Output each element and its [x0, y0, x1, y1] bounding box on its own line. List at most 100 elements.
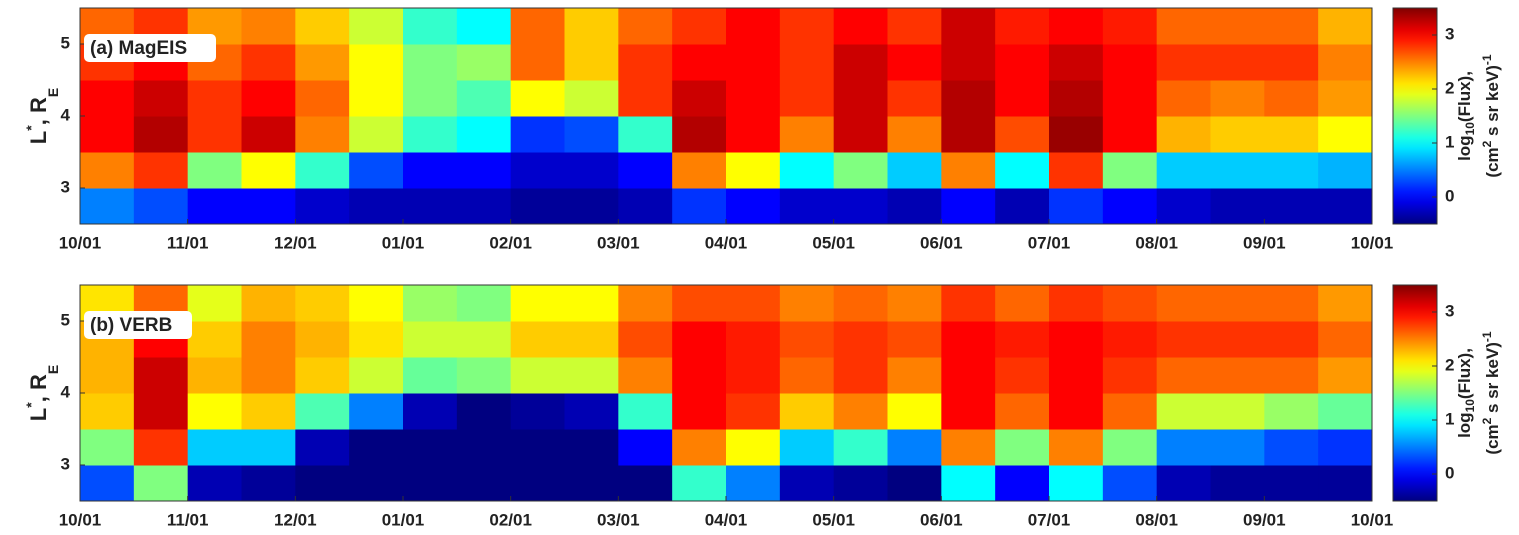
heat-cell	[1264, 116, 1319, 153]
y-axis-label-part: L	[26, 408, 51, 421]
x-tick-label: 02/01	[489, 510, 532, 529]
heat-cell	[564, 429, 619, 466]
heat-cell	[941, 188, 996, 225]
heat-cell	[1102, 285, 1158, 322]
heat-cell	[887, 152, 942, 189]
heat-cell	[80, 152, 135, 189]
heat-cell	[779, 321, 835, 358]
heat-cell	[456, 357, 512, 394]
heat-cell	[510, 80, 565, 117]
heat-cell	[672, 429, 727, 466]
heat-cell	[187, 465, 242, 502]
heat-cell	[779, 80, 835, 117]
heat-cell	[887, 357, 942, 394]
heat-cell	[241, 393, 296, 430]
heat-cell	[618, 321, 673, 358]
x-tick-label: 03/01	[597, 233, 640, 252]
heat-cell	[510, 321, 565, 358]
heat-cell	[80, 116, 135, 153]
heat-cell	[726, 152, 781, 189]
heat-cell	[403, 393, 458, 430]
heat-cell	[295, 116, 350, 153]
y-axis-label: L*, RE	[23, 88, 61, 144]
heat-cell	[295, 80, 350, 117]
heat-cell	[1210, 393, 1265, 430]
heat-cell	[1264, 152, 1319, 189]
x-tick-label: 07/01	[1028, 510, 1071, 529]
heat-cell	[349, 429, 404, 466]
heat-cell	[241, 152, 296, 189]
heat-cell	[1210, 8, 1265, 45]
heat-cell	[349, 393, 404, 430]
heat-cell	[672, 188, 727, 225]
colorbar-label: log10(Flux),	[1455, 71, 1477, 161]
heat-cell	[1156, 80, 1211, 117]
heat-cell	[887, 8, 942, 45]
x-tick-label: 09/01	[1243, 233, 1286, 252]
colorbar-label-part: -1	[1480, 54, 1494, 65]
heat-cell	[995, 357, 1050, 394]
heat-cell	[1049, 357, 1104, 394]
heat-cell	[1049, 80, 1104, 117]
heat-cell	[1049, 152, 1104, 189]
heat-cell	[1264, 357, 1319, 394]
heat-cell	[133, 80, 189, 117]
heat-cell	[403, 8, 458, 45]
heat-cell	[779, 8, 835, 45]
heat-cell	[833, 8, 888, 45]
heat-cell	[349, 80, 404, 117]
heat-cell	[1264, 465, 1319, 502]
heat-cell	[456, 285, 512, 322]
heat-cell	[1049, 8, 1104, 45]
colorbar-label: (cm2 s sr keV)-1	[1480, 54, 1502, 178]
heat-cell	[349, 152, 404, 189]
x-tick-label: 01/01	[382, 510, 425, 529]
heat-cell	[1210, 152, 1265, 189]
y-axis-label-part: , R	[26, 374, 51, 402]
heat-cell	[1210, 285, 1265, 322]
colorbar	[1392, 7, 1438, 225]
heat-cell	[403, 44, 458, 81]
heat-cell	[1049, 393, 1104, 430]
colorbar-label-part: 10	[1463, 399, 1477, 413]
colorbar-label-part: -1	[1480, 331, 1494, 342]
heat-cell	[726, 8, 781, 45]
colorbar-label-part: 2	[1480, 417, 1494, 424]
heat-cell	[887, 393, 942, 430]
heat-cell	[80, 357, 135, 394]
heat-cell	[1049, 285, 1104, 322]
y-axis-label-part: *	[23, 125, 39, 131]
heat-cell	[779, 188, 835, 225]
heat-cell	[349, 465, 404, 502]
x-tick-label: 11/01	[167, 510, 209, 529]
heat-cell	[187, 116, 242, 153]
heat-cell	[1049, 429, 1104, 466]
heat-cell	[510, 393, 565, 430]
heat-cell	[1264, 285, 1319, 322]
x-tick-label: 10/01	[1351, 233, 1394, 252]
heat-cell	[1318, 152, 1373, 189]
heat-cell	[672, 80, 727, 117]
heat-cell	[1318, 116, 1373, 153]
heat-cell	[564, 393, 619, 430]
x-tick-label: 01/01	[382, 233, 425, 252]
heat-cell	[349, 116, 404, 153]
y-tick-label: 5	[61, 33, 70, 52]
colorbar-tick-label: 1	[1445, 132, 1454, 151]
y-tick-label: 3	[61, 177, 70, 196]
heat-cell	[726, 44, 781, 81]
heat-cell	[618, 8, 673, 45]
heat-cell	[887, 429, 942, 466]
colorbar-label-part: 2	[1480, 140, 1494, 147]
y-tick-label: 4	[61, 105, 71, 124]
heat-cell	[80, 429, 135, 466]
heat-cell	[1264, 188, 1319, 225]
heat-cell	[833, 44, 888, 81]
colorbar-tick-label: 2	[1445, 355, 1454, 374]
x-tick-label: 06/01	[920, 510, 963, 529]
heat-cell	[510, 465, 565, 502]
heat-cell	[456, 188, 512, 225]
y-tick-label: 4	[61, 382, 71, 401]
heat-cell	[995, 44, 1050, 81]
